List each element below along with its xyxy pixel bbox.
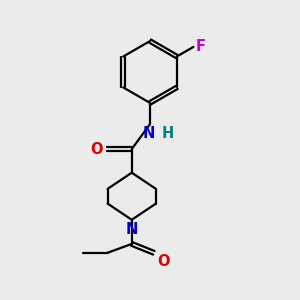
Text: N: N	[126, 222, 138, 237]
Text: N: N	[142, 126, 155, 141]
Text: O: O	[157, 254, 169, 269]
Text: H: H	[161, 126, 173, 141]
Text: F: F	[196, 39, 206, 54]
Text: O: O	[91, 142, 103, 157]
